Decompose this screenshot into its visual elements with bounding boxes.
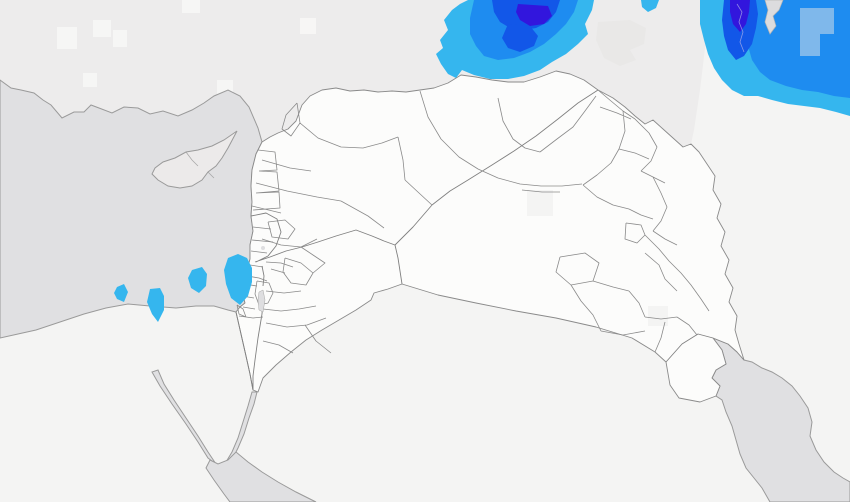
dead-sea — [257, 289, 266, 313]
northwest-iran-rain-system — [700, 0, 850, 116]
haze-patch-over-rain — [800, 8, 834, 56]
jordan-admin-borders — [262, 246, 332, 354]
cyprus-divide-line — [185, 151, 215, 179]
levant-admin-borders — [236, 226, 274, 319]
rain-cell-top-edge — [641, 0, 659, 12]
syria-admin-borders — [251, 90, 597, 248]
southeast-turkey-rain-system — [436, 0, 594, 79]
rain-intense-core-ne — [730, 0, 750, 32]
lake-van-shade — [596, 20, 646, 66]
rain-cell-2 — [147, 288, 164, 322]
cyprus-island — [151, 130, 238, 189]
rain-cell-coast — [224, 254, 252, 305]
mediterranean-rain-cells — [114, 0, 659, 322]
red-sea — [205, 451, 317, 502]
rain-intense-core-main — [516, 4, 552, 26]
sea-of-galilee — [261, 246, 265, 250]
gulf-of-suez — [151, 369, 217, 465]
mediterranean-sea — [0, 79, 263, 339]
border-through-rain — [736, 3, 745, 53]
rain-heavy-lobe — [502, 24, 538, 52]
caspian-sliver-over-rain — [764, 0, 784, 35]
iraq-admin-borders — [521, 89, 710, 353]
rain-cell-1 — [114, 284, 128, 302]
rain-cell-3 — [188, 267, 207, 293]
